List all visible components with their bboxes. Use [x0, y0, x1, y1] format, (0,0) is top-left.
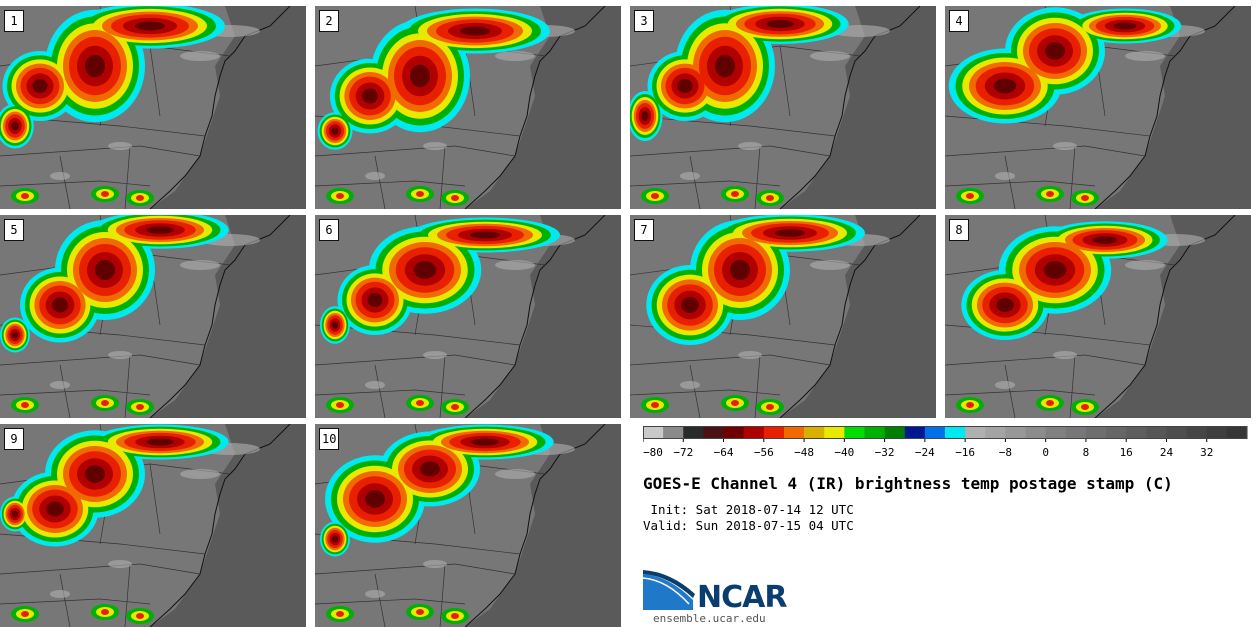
panel-number-label: 2 — [319, 10, 339, 32]
panel-number-label: 8 — [949, 219, 969, 241]
panel-number-label: 4 — [949, 10, 969, 32]
colorbar-bin — [1045, 426, 1067, 439]
colorbar-bin — [884, 426, 906, 439]
forecast-panel: 5 — [0, 215, 306, 418]
colorbar-bin — [985, 426, 1006, 439]
ir-satellite-map — [315, 424, 621, 627]
colorbar-bin — [1065, 426, 1087, 439]
colorbar-frame — [643, 426, 1247, 439]
colorbar-bin — [1126, 426, 1147, 439]
ir-satellite-map — [0, 215, 306, 418]
ir-satellite-map — [945, 6, 1251, 209]
colorbar-tick-label: −48 — [794, 446, 814, 459]
forecast-panel: 2 — [315, 6, 621, 209]
ir-satellite-map — [630, 6, 936, 209]
panel-number-label: 5 — [4, 219, 24, 241]
forecast-panel: 10 — [315, 424, 621, 627]
colorbar-bin — [1206, 426, 1228, 439]
colorbar-bin — [743, 426, 765, 439]
valid-time: Valid: Sun 2018-07-15 04 UTC — [643, 518, 854, 533]
colorbar-tick-label: −80 — [643, 446, 663, 459]
ir-satellite-map — [630, 215, 936, 418]
colorbar-bin — [804, 426, 825, 439]
colorbar-bin — [703, 426, 725, 439]
colorbar-bin — [783, 426, 805, 439]
panel-number-label: 3 — [634, 10, 654, 32]
ir-satellite-map — [0, 424, 306, 627]
forecast-panel: 6 — [315, 215, 621, 418]
colorbar-bin — [683, 426, 704, 439]
temperature-colorbar: −80 −72 −64 −56 −48 −40 −32 −24 −16 −8 0 8 16 24 32 — [643, 426, 1248, 459]
colorbar-tick-label: −56 — [754, 446, 774, 459]
ir-satellite-map — [945, 215, 1251, 418]
colorbar-bin — [904, 426, 926, 439]
forecast-panel: 1 — [0, 6, 306, 209]
ir-satellite-map — [0, 6, 306, 209]
colorbar-bin — [1166, 426, 1188, 439]
website-url: ensemble.ucar.edu — [653, 612, 766, 625]
colorbar-tick-label: −40 — [834, 446, 854, 459]
colorbar-tick-label: −72 — [673, 446, 693, 459]
colorbar-tick-label: 8 — [1083, 446, 1090, 459]
colorbar-bin — [663, 426, 684, 439]
colorbar-bin — [864, 426, 886, 439]
colorbar-bin — [1186, 426, 1208, 439]
colorbar-tick-label: −64 — [714, 446, 734, 459]
colorbar-tick-label: 32 — [1200, 446, 1213, 459]
panel-number-label: 10 — [319, 428, 340, 450]
colorbar-bin — [945, 426, 966, 439]
colorbar-bin — [1106, 426, 1127, 439]
colorbar-tick-label: 0 — [1042, 446, 1049, 459]
colorbar-bin — [924, 426, 946, 439]
colorbar-bin — [763, 426, 785, 439]
colorbar-tick-label: −16 — [955, 446, 975, 459]
ncar-logo-wordmark: NCAR — [697, 580, 787, 615]
forecast-panel: 3 — [630, 6, 936, 209]
init-time: Init: Sat 2018-07-14 12 UTC — [643, 502, 854, 517]
colorbar-bin — [965, 426, 986, 439]
colorbar-bin — [1226, 426, 1248, 439]
colorbar-tick-label: 16 — [1120, 446, 1133, 459]
colorbar-bin — [1146, 426, 1167, 439]
colorbar-tick-label: −24 — [915, 446, 935, 459]
forecast-panel: 4 — [945, 6, 1251, 209]
colorbar-bin — [723, 426, 745, 439]
colorbar-bin — [1025, 426, 1047, 439]
panel-number-label: 9 — [4, 428, 24, 450]
colorbar-bin — [1085, 426, 1107, 439]
colorbar-tick-label: −32 — [875, 446, 895, 459]
colorbar-bin — [844, 426, 865, 439]
colorbar-tick-label: −8 — [999, 446, 1012, 459]
panel-number-label: 1 — [4, 10, 24, 32]
forecast-panel: 8 — [945, 215, 1251, 418]
forecast-panel: 7 — [630, 215, 936, 418]
colorbar-tick-label: 24 — [1160, 446, 1174, 459]
ir-satellite-map — [315, 215, 621, 418]
colorbar-bin — [1005, 426, 1027, 439]
product-title: GOES-E Channel 4 (IR) brightness temp po… — [643, 474, 1173, 493]
forecast-panel: 9 — [0, 424, 306, 627]
colorbar-bin — [824, 426, 845, 439]
colorbar-bin — [643, 426, 664, 439]
panel-number-label: 7 — [634, 219, 654, 241]
panel-number-label: 6 — [319, 219, 339, 241]
ir-satellite-map — [315, 6, 621, 209]
ncar-logo-icon — [643, 570, 695, 610]
